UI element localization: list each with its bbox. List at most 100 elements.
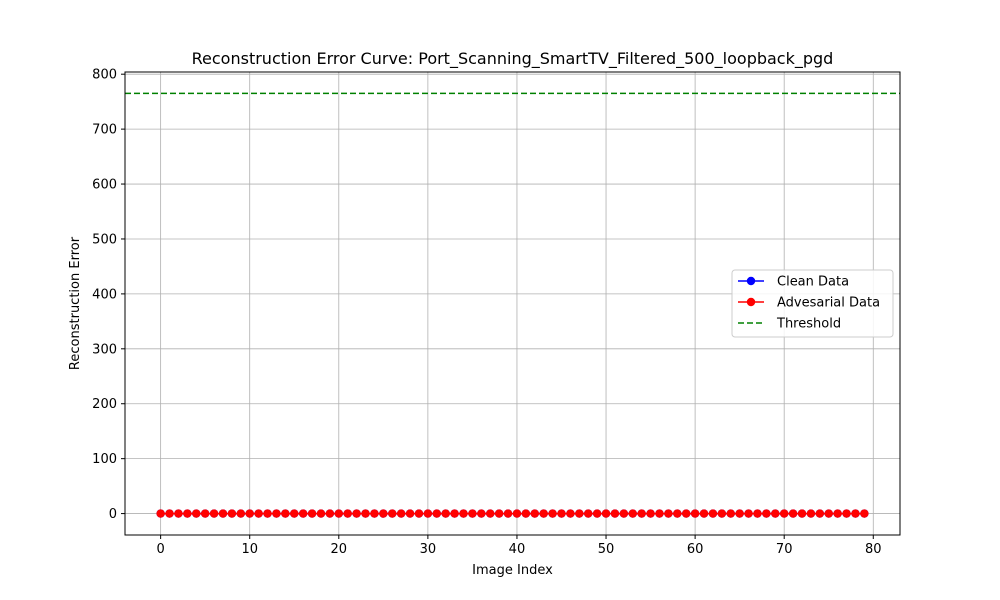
advesarial-data-point [183, 509, 192, 518]
legend-marker [746, 276, 756, 286]
advesarial-data-point [379, 509, 388, 518]
x-tick-label: 80 [865, 542, 882, 557]
y-tick-label: 600 [92, 178, 117, 193]
advesarial-data-point [468, 509, 477, 518]
advesarial-data-point [441, 509, 450, 518]
x-tick-label: 10 [241, 542, 258, 557]
advesarial-data-point [450, 509, 459, 518]
advesarial-data-point [673, 509, 682, 518]
advesarial-data-point [628, 509, 637, 518]
series-layer [125, 92, 900, 518]
legend-label: Clean Data [777, 275, 849, 290]
advesarial-data-point [664, 509, 673, 518]
advesarial-data-point [165, 509, 174, 518]
y-tick-label: 800 [92, 68, 117, 83]
advesarial-data-point [298, 509, 308, 518]
advesarial-data-point [281, 509, 290, 518]
advesarial-data-point [646, 509, 655, 518]
advesarial-data-point [263, 509, 272, 518]
legend: Clean Data Advesarial Data Threshold [731, 269, 894, 338]
advesarial-data-point [557, 509, 566, 518]
x-tick-label: 30 [420, 542, 437, 557]
advesarial-data-point [851, 509, 860, 518]
advesarial-data-point [601, 509, 611, 518]
advesarial-data-series [156, 509, 869, 518]
plot-frame [124, 71, 901, 536]
chart-title: Reconstruction Error Curve: Port_Scannin… [192, 49, 834, 69]
advesarial-data-point [316, 509, 326, 518]
advesarial-data-point [655, 509, 664, 518]
advesarial-data-point [272, 509, 281, 518]
advesarial-data-point [753, 509, 762, 518]
y-tick-label: 400 [92, 287, 117, 302]
legend-label: Threshold [776, 317, 841, 332]
advesarial-data-point [486, 509, 495, 518]
advesarial-data-point [423, 509, 433, 518]
legend-box [731, 269, 894, 338]
advesarial-data-point [396, 509, 406, 518]
advesarial-data-point [192, 509, 201, 518]
y-tick-label: 700 [92, 123, 117, 138]
advesarial-data-point [325, 509, 335, 518]
advesarial-data-point [494, 509, 504, 518]
advesarial-data-point [584, 509, 593, 518]
y-tick-label: 100 [92, 452, 117, 467]
advesarial-data-point [860, 509, 869, 518]
advesarial-data-point [771, 509, 780, 518]
x-tick-label: 20 [331, 542, 348, 557]
advesarial-data-point [592, 509, 602, 518]
advesarial-data-point [566, 509, 575, 518]
advesarial-data-point [361, 509, 370, 518]
advesarial-data-point [209, 509, 219, 518]
advesarial-data-point [254, 509, 263, 518]
advesarial-data-point [512, 509, 522, 518]
x-tick-label: 70 [776, 542, 793, 557]
advesarial-data-point [334, 509, 343, 518]
advesarial-data-point [824, 509, 833, 518]
y-axis-label: Reconstruction Error [68, 236, 83, 370]
advesarial-data-point [717, 509, 727, 518]
advesarial-data-point [548, 509, 557, 518]
advesarial-data-point [815, 509, 825, 518]
advesarial-data-point [459, 509, 468, 518]
advesarial-data-point [200, 509, 210, 518]
y-tick-label: 0 [109, 507, 117, 522]
advesarial-data-point [539, 509, 548, 518]
legend-marker [746, 297, 756, 307]
advesarial-data-point [307, 509, 317, 518]
y-tick-label: 200 [92, 397, 117, 412]
advesarial-data-point [833, 509, 842, 518]
x-tick-label: 60 [687, 542, 704, 557]
advesarial-data-point [414, 509, 424, 518]
advesarial-data-point [218, 509, 228, 518]
advesarial-data-point [477, 509, 486, 518]
y-tick-label: 300 [92, 342, 117, 357]
advesarial-data-point [682, 509, 691, 518]
advesarial-data-point [735, 509, 744, 518]
axis-ticks: 0 10 20 30 40 50 60 70 8001002003004005006007008… [92, 68, 881, 557]
advesarial-data-point [174, 509, 183, 518]
advesarial-data-point [806, 509, 816, 518]
advesarial-data-point [610, 509, 620, 518]
x-tick-label: 0 [156, 542, 164, 557]
y-tick-label: 500 [92, 232, 117, 247]
advesarial-data-point [708, 509, 718, 518]
legend-label: Advesarial Data [777, 296, 880, 311]
advesarial-data-point [797, 509, 807, 518]
advesarial-data-point [530, 509, 539, 518]
x-tick-label: 40 [509, 542, 526, 557]
advesarial-data-point [521, 509, 531, 518]
advesarial-data-point [156, 509, 165, 518]
advesarial-data-point [690, 509, 700, 518]
advesarial-data-point [236, 509, 246, 518]
advesarial-data-point [842, 509, 851, 518]
advesarial-data-point [779, 509, 789, 518]
advesarial-data-point [245, 509, 254, 518]
advesarial-data-point [290, 509, 299, 518]
advesarial-data-point [619, 509, 629, 518]
advesarial-data-point [637, 509, 646, 518]
advesarial-data-point [343, 509, 352, 518]
advesarial-data-point [744, 509, 753, 518]
advesarial-data-point [788, 509, 798, 518]
